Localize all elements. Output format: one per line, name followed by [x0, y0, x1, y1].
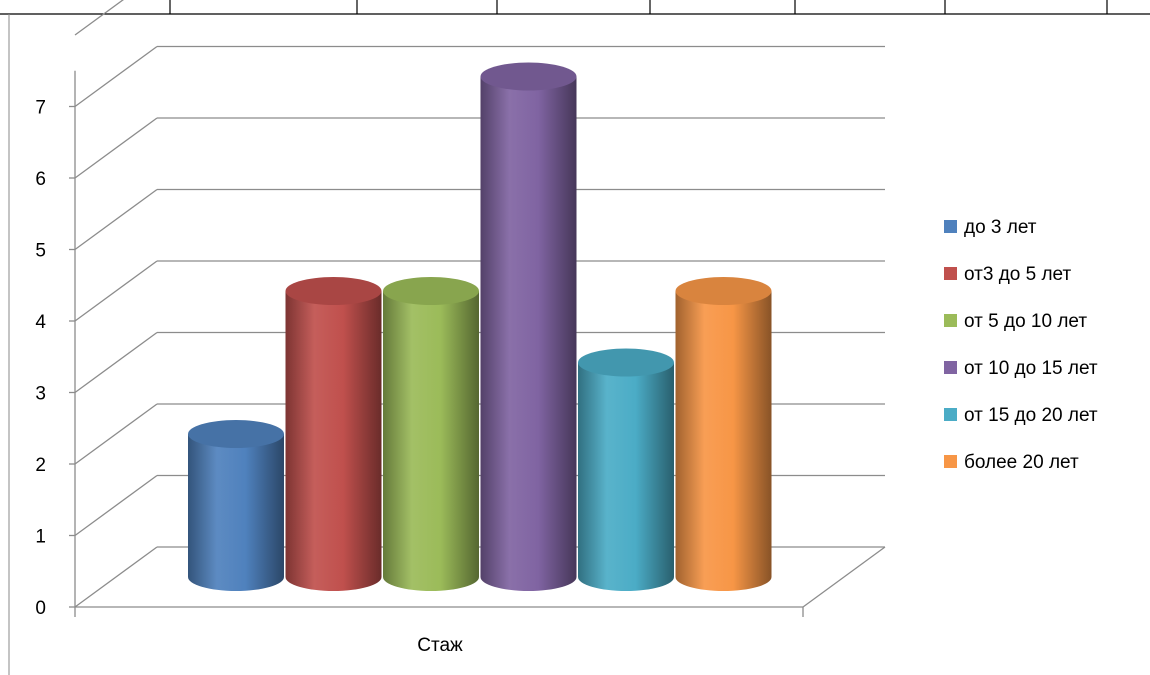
- y-tick-label: 6: [35, 169, 46, 190]
- legend-item: от 5 до 10 лет: [944, 311, 1087, 332]
- bar-body: [480, 76, 577, 591]
- legend-label: более 20 лет: [964, 452, 1079, 473]
- gridline-side: [74, 403, 158, 465]
- bar-3: [383, 277, 479, 591]
- bar-6: [675, 277, 772, 591]
- y-tick-label: 1: [35, 527, 46, 548]
- bar-top: [188, 420, 284, 448]
- bar-top: [285, 277, 382, 305]
- legend-item: от 10 до 15 лет: [944, 358, 1098, 379]
- y-axis-ticks: 0 1 2 3 4 5 6 7: [35, 98, 75, 619]
- gridline-side: [74, 331, 158, 394]
- y-tick-label: 4: [35, 312, 46, 333]
- bar-top: [383, 277, 479, 305]
- gridline-side: [74, 117, 158, 179]
- bar-5: [578, 348, 674, 591]
- x-category-label: Стаж: [417, 635, 463, 656]
- legend-swatch: [944, 361, 957, 374]
- bar-body: [675, 291, 772, 591]
- y-tick-label: 2: [35, 455, 46, 476]
- legend-swatch: [944, 220, 957, 233]
- gridline-side: [74, 474, 158, 537]
- bar-top: [675, 277, 772, 305]
- bar-body: [578, 362, 674, 591]
- gridline-side: [74, 0, 124, 36]
- y-tick-label: 0: [35, 598, 46, 619]
- bar-body: [285, 291, 382, 591]
- legend-label: от 15 до 20 лет: [964, 405, 1098, 426]
- bar-body: [188, 434, 284, 591]
- bar-1: [188, 420, 284, 591]
- gridline-side: [74, 546, 158, 608]
- floor-right-edge: [802, 546, 886, 608]
- gridline-side: [74, 45, 158, 108]
- bar-4: [480, 62, 577, 591]
- legend-label: от 10 до 15 лет: [964, 358, 1098, 379]
- legend-item: от3 до 5 лет: [944, 264, 1071, 285]
- bar-body: [383, 291, 479, 591]
- legend-swatch: [944, 314, 957, 327]
- gridline-side: [74, 260, 158, 322]
- legend-swatch: [944, 408, 957, 421]
- bar-top: [480, 62, 577, 91]
- legend-item: до 3 лет: [944, 217, 1037, 238]
- legend: до 3 лет от3 до 5 лет от 5 до 10 лет от 10 …: [944, 217, 1098, 473]
- bar-top: [578, 348, 674, 377]
- legend-item: более 20 лет: [944, 452, 1079, 473]
- legend-label: от 5 до 10 лет: [964, 311, 1087, 332]
- legend-label: до 3 лет: [964, 217, 1037, 238]
- y-tick-label: 5: [35, 241, 46, 262]
- gridline-side: [74, 188, 158, 251]
- bars: [188, 62, 772, 591]
- legend-swatch: [944, 267, 957, 280]
- legend-swatch: [944, 455, 957, 468]
- axes: [74, 70, 886, 617]
- y-tick-label: 3: [35, 384, 46, 405]
- bar-2: [285, 277, 382, 591]
- legend-label: от3 до 5 лет: [964, 264, 1071, 285]
- y-tick-label: 7: [35, 98, 46, 119]
- legend-item: от 15 до 20 лет: [944, 405, 1098, 426]
